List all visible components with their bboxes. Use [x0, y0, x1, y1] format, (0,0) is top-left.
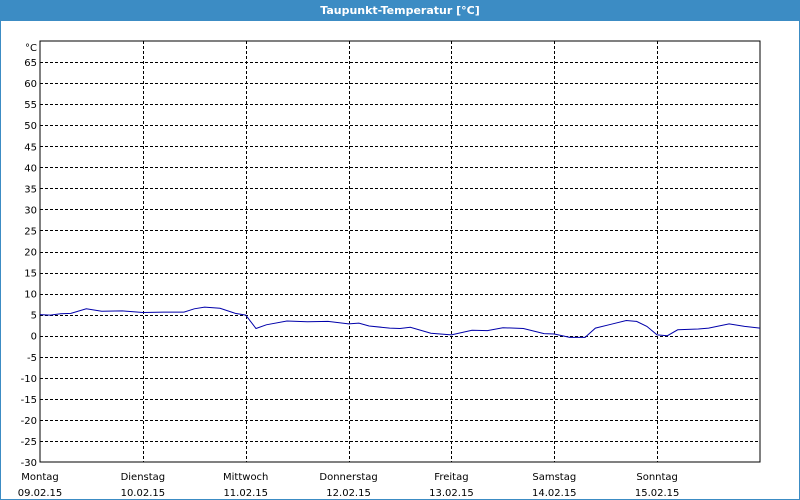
y-tick-label: 55 — [24, 100, 37, 111]
x-tick-date-label: 15.02.15 — [635, 488, 680, 499]
x-tick-date-label: 10.02.15 — [121, 488, 166, 499]
x-tick-day-label: Montag — [21, 472, 58, 483]
y-tick-label: -30 — [21, 458, 37, 469]
y-axis-unit-label: °C — [25, 43, 37, 54]
chart-title: Taupunkt-Temperatur [°C] — [1, 1, 799, 21]
x-tick-day-label: Sonntag — [636, 472, 678, 483]
y-tick-label: -20 — [21, 416, 37, 427]
chart-plot: °C65605550454035302520151050-5-10-15-20-… — [18, 40, 761, 499]
y-tick-label: 5 — [31, 311, 37, 322]
y-tick-label: 20 — [24, 248, 37, 259]
y-tick-label: 25 — [24, 226, 37, 237]
y-tick-label: 60 — [24, 79, 37, 90]
x-axis-ticks: Montag 09.02.15 Dienstag 10.02.15 Mittwoch 11… — [18, 472, 680, 499]
y-axis-ticks: °C65605550454035302520151050-5-10-15-20-… — [21, 43, 37, 469]
y-tick-label: -10 — [21, 374, 37, 385]
x-tick-day-label: Dienstag — [121, 472, 166, 483]
y-tick-label: 50 — [24, 121, 37, 132]
y-tick-label: 0 — [31, 332, 37, 343]
y-tick-label: -5 — [27, 353, 37, 364]
y-tick-label: 10 — [24, 290, 37, 301]
y-tick-label: -15 — [21, 395, 37, 406]
x-tick-day-label: Samstag — [532, 472, 576, 483]
x-tick-date-label: 14.02.15 — [532, 488, 577, 499]
y-tick-label: 40 — [24, 163, 37, 174]
y-tick-label: -25 — [21, 437, 37, 448]
x-tick-date-label: 09.02.15 — [18, 488, 63, 499]
series-lines — [39, 306, 761, 338]
y-tick-label: 15 — [24, 269, 37, 280]
x-tick-date-label: 12.02.15 — [326, 488, 371, 499]
plot-frame — [39, 40, 761, 463]
y-tick-label: 45 — [24, 142, 37, 153]
x-tick-day-label: Mittwoch — [223, 472, 268, 483]
series-line — [39, 306, 761, 338]
grid-lines — [40, 41, 760, 462]
y-tick-label: 65 — [24, 58, 37, 69]
y-tick-label: 35 — [24, 184, 37, 195]
x-tick-date-label: 11.02.15 — [223, 488, 268, 499]
x-tick-day-label: Donnerstag — [319, 472, 377, 483]
x-tick-date-label: 13.02.15 — [429, 488, 474, 499]
y-tick-label: 30 — [24, 205, 37, 216]
x-tick-day-label: Freitag — [434, 472, 468, 483]
